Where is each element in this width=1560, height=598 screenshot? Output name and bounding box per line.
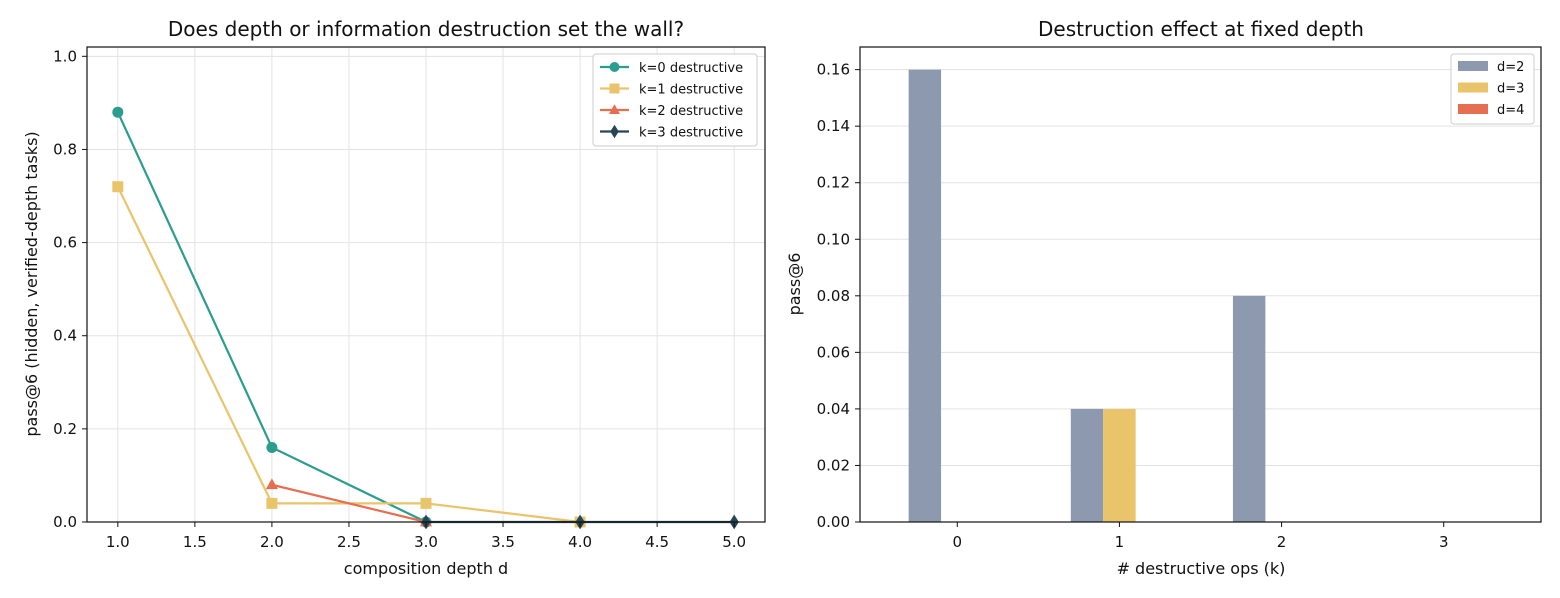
chart1-xtick-label-5: 3.5 bbox=[491, 533, 515, 551]
bar-chart-destruction: Destruction effect at fixed depth 0.000.… bbox=[785, 17, 1542, 578]
chart1-ytick-label-3: 0.6 bbox=[53, 234, 77, 252]
chart1-series-1-point-1 bbox=[266, 497, 278, 509]
chart2-bar-d=3-k1 bbox=[1103, 408, 1136, 522]
chart1-ytick-label-4: 0.8 bbox=[53, 140, 77, 158]
chart1-series-line-2 bbox=[271, 483, 427, 524]
chart1-xtick-label-1: 1.5 bbox=[183, 533, 207, 551]
chart2-plot-frame bbox=[859, 46, 1542, 523]
chart2-bar-d=2-k1 bbox=[1070, 408, 1104, 522]
chart1-xlabel: composition depth d bbox=[344, 559, 508, 578]
chart1-legend-marker-0 bbox=[609, 62, 620, 72]
chart2-title: Destruction effect at fixed depth bbox=[1038, 17, 1364, 41]
chart2-legend-swatch-1 bbox=[1458, 82, 1488, 93]
chart2-ytick-label-4: 0.08 bbox=[817, 287, 850, 305]
chart2-legend-label-2: d=4 bbox=[1497, 103, 1524, 118]
chart2-xtick-label-1: 1 bbox=[1115, 533, 1125, 551]
chart2-legend-swatch-2 bbox=[1458, 104, 1488, 114]
chart1-xtick-label-0: 1.0 bbox=[106, 533, 130, 551]
chart1-series-0-point-1 bbox=[266, 441, 278, 453]
chart2-legend-swatch-0 bbox=[1458, 61, 1488, 71]
chart1-legend-marker-1 bbox=[609, 83, 620, 94]
chart1-legend: k=0 destructive k=1 destructive k=2 destru… bbox=[592, 53, 758, 147]
chart1-series-1-point-2 bbox=[420, 497, 432, 509]
chart1-ticks: 1.0 1.5 2.0 2.5 3.0 3.5 4.0 4.5 5.0 0.0 0.2 0.4 0.6 0… bbox=[53, 47, 746, 551]
chart1-ytick-label-1: 0.2 bbox=[53, 420, 77, 438]
chart1-xtick-label-4: 3.0 bbox=[414, 533, 438, 551]
chart2-ytick-label-8: 0.16 bbox=[817, 61, 850, 79]
chart1-ytick-label-5: 1.0 bbox=[53, 47, 77, 65]
chart2-ytick-label-5: 0.10 bbox=[817, 230, 850, 248]
chart1-legend-box bbox=[592, 53, 758, 147]
chart1-grid bbox=[87, 47, 765, 523]
chart1-legend-marker-3 bbox=[610, 124, 619, 139]
chart1-legend-label-3: k=3 destructive bbox=[639, 126, 743, 141]
chart1-legend-label-0: k=0 destructive bbox=[639, 61, 743, 76]
chart2-ylabel: pass@6 bbox=[785, 253, 804, 316]
chart2-ytick-label-1: 0.02 bbox=[817, 456, 850, 474]
chart2-xtick-label-2: 2 bbox=[1277, 533, 1287, 551]
chart2-grid bbox=[860, 69, 1541, 523]
chart2-legend-label-1: d=3 bbox=[1497, 82, 1524, 97]
chart2-legend: d=2 d=3 d=4 bbox=[1450, 53, 1535, 125]
chart1-ytick-label-0: 0.0 bbox=[53, 513, 77, 531]
chart1-series-2-point-0 bbox=[265, 478, 278, 490]
chart1-legend-label-2: k=2 destructive bbox=[639, 104, 743, 119]
chart1-xtick-label-2: 2.0 bbox=[260, 533, 284, 551]
line-chart-depth: Does depth or information destruction se… bbox=[22, 17, 766, 578]
chart2-bar-d=2-k0 bbox=[908, 69, 942, 522]
chart1-xtick-label-6: 4.0 bbox=[568, 533, 592, 551]
chart1-series-1-point-0 bbox=[112, 181, 124, 193]
chart1-ytick-label-2: 0.4 bbox=[53, 327, 77, 345]
chart2-xtick-label-3: 3 bbox=[1439, 533, 1449, 551]
chart1-xtick-label-7: 4.5 bbox=[645, 533, 669, 551]
chart2-ytick-label-0: 0.00 bbox=[817, 513, 850, 531]
chart2-ytick-label-7: 0.14 bbox=[817, 117, 850, 135]
chart2-bars bbox=[908, 69, 1266, 522]
chart2-legend-label-0: d=2 bbox=[1497, 60, 1524, 75]
chart2-xtick-label-0: 0 bbox=[953, 533, 963, 551]
chart2-bar-d=2-k2 bbox=[1232, 295, 1266, 522]
chart1-title: Does depth or information destruction se… bbox=[168, 17, 684, 41]
chart2-ticks: 0.00 0.02 0.04 0.06 0.08 0.10 0.12 0.14 0.16 0 1 2 3 bbox=[817, 61, 1449, 551]
chart2-ytick-label-6: 0.12 bbox=[817, 174, 850, 192]
chart1-series-0-point-0 bbox=[112, 106, 124, 118]
chart1-legend-label-1: k=1 destructive bbox=[639, 83, 743, 98]
chart1-xtick-label-8: 5.0 bbox=[722, 533, 746, 551]
chart1-legend-marker-2 bbox=[609, 104, 620, 114]
chart1-ylabel: pass@6 (hidden, verified-depth tasks) bbox=[22, 131, 41, 436]
chart2-ytick-label-2: 0.04 bbox=[817, 400, 850, 418]
chart2-ytick-label-3: 0.06 bbox=[817, 343, 850, 361]
chart2-xlabel: # destructive ops (k) bbox=[1117, 559, 1286, 578]
chart1-xtick-label-3: 2.5 bbox=[337, 533, 361, 551]
